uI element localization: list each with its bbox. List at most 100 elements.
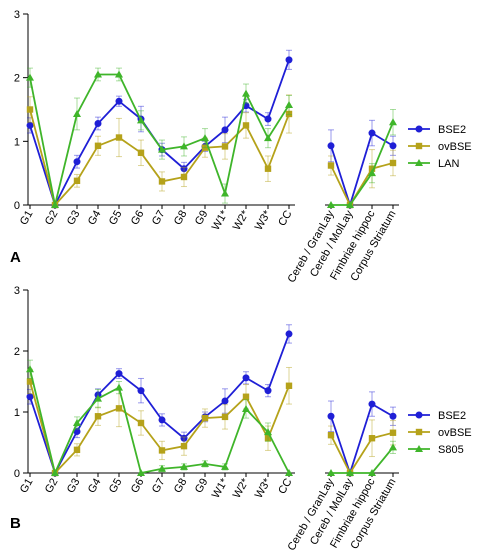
- x-tick-label: G5: [107, 209, 125, 228]
- data-point: [285, 330, 293, 338]
- data-point: [94, 394, 102, 402]
- data-point: [158, 178, 166, 185]
- data-point: [264, 428, 272, 436]
- data-point: [201, 414, 209, 422]
- x-tick-label: W1*: [210, 476, 231, 501]
- data-point: [327, 412, 335, 420]
- data-point: [285, 382, 293, 389]
- y-tick-label: 2: [14, 73, 20, 85]
- legend-entry: LAN: [408, 158, 459, 170]
- data-point: [327, 162, 335, 169]
- data-point: [26, 73, 34, 81]
- data-point: [264, 115, 272, 123]
- data-point: [368, 400, 376, 408]
- data-point: [368, 469, 376, 476]
- data-point: [201, 134, 209, 142]
- data-point: [242, 404, 250, 412]
- x-tick-label: G4: [86, 209, 104, 228]
- data-point: [221, 413, 229, 421]
- data-point: [346, 469, 354, 476]
- data-point: [115, 97, 123, 105]
- data-point: [26, 365, 34, 373]
- x-tick-label: W2*: [231, 208, 252, 233]
- data-point: [26, 378, 34, 385]
- data-point: [137, 116, 145, 124]
- data-point: [368, 169, 376, 177]
- legend-marker: [415, 445, 423, 452]
- data-point: [137, 419, 145, 427]
- series-line: [331, 446, 394, 474]
- legend-marker: [415, 428, 423, 436]
- y-tick-label: 1: [14, 136, 20, 148]
- legend-entry: BSE2: [408, 410, 466, 422]
- x-tick-label: G3: [65, 477, 83, 496]
- x-tick-label: CC: [276, 476, 294, 496]
- data-point: [180, 142, 188, 150]
- data-point: [94, 120, 102, 128]
- data-point: [73, 446, 81, 454]
- data-point: [264, 134, 272, 142]
- data-point: [26, 106, 34, 113]
- data-point: [285, 469, 293, 476]
- data-point: [115, 134, 123, 141]
- data-point: [264, 387, 272, 395]
- data-point: [368, 129, 376, 137]
- data-point: [73, 158, 81, 166]
- data-point: [264, 165, 272, 172]
- y-tick-label: 0: [14, 200, 20, 212]
- legend-label: ovBSE: [438, 427, 472, 439]
- data-point: [285, 101, 293, 109]
- data-point: [158, 464, 166, 472]
- data-point: [26, 393, 34, 401]
- data-point: [389, 412, 397, 420]
- x-tick-label: CC: [276, 208, 294, 228]
- legend-label: ovBSE: [438, 141, 472, 153]
- data-point: [180, 462, 188, 470]
- data-point: [285, 56, 293, 64]
- x-tick-label: G1: [18, 477, 36, 496]
- data-point: [221, 189, 229, 197]
- data-point: [73, 109, 81, 117]
- x-tick-label: G9: [193, 209, 211, 228]
- x-tick-label: G5: [107, 477, 125, 496]
- data-point: [327, 431, 335, 439]
- legend-marker: [415, 411, 423, 419]
- data-point: [73, 428, 81, 436]
- x-tick-label: G6: [129, 209, 147, 228]
- data-point: [242, 89, 250, 97]
- data-point: [73, 418, 81, 426]
- data-point: [221, 126, 229, 134]
- series-line: [330, 131, 394, 209]
- data-point: [51, 469, 59, 476]
- data-point: [158, 416, 166, 424]
- panel-label: B: [10, 515, 21, 532]
- legend-label: BSE2: [438, 410, 466, 422]
- legend-entry: S805: [408, 444, 464, 456]
- legend-marker: [415, 125, 423, 133]
- series-line: [331, 121, 394, 206]
- data-point: [242, 122, 250, 129]
- data-point: [389, 118, 397, 126]
- data-point: [201, 144, 209, 151]
- x-tick-label: G2: [43, 209, 61, 228]
- data-point: [94, 70, 102, 78]
- legend-marker: [415, 159, 423, 166]
- data-point: [201, 459, 209, 467]
- data-point: [221, 143, 229, 150]
- x-tick-label: G8: [172, 209, 190, 228]
- legend-marker: [415, 142, 423, 150]
- series-ovbse: [26, 94, 397, 209]
- y-tick-label: 2: [14, 346, 20, 358]
- data-point: [221, 397, 229, 405]
- data-point: [242, 393, 250, 400]
- data-point: [368, 435, 376, 442]
- legend-label: S805: [438, 444, 464, 456]
- data-point: [158, 145, 166, 153]
- x-tick-label: G3: [65, 209, 83, 228]
- data-point: [368, 165, 376, 172]
- x-tick-label: G6: [129, 477, 147, 496]
- data-point: [180, 173, 188, 181]
